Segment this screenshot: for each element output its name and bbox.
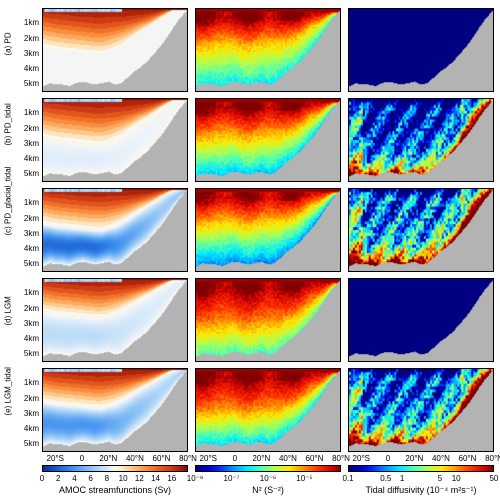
- ytick: 5km: [0, 259, 39, 268]
- xtick: 20°N: [99, 454, 117, 463]
- ytick: 3km: [0, 139, 39, 148]
- cbar-tick: 10: [119, 474, 128, 483]
- panel-d-n2: [195, 278, 341, 362]
- xtick: 40°N: [432, 454, 450, 463]
- ytick: 1km: [0, 378, 39, 387]
- cbar-tick: 0.5: [380, 474, 391, 483]
- xtick: 20°N: [252, 454, 270, 463]
- ytick: 3km: [0, 409, 39, 418]
- panel-b-n2: [195, 98, 341, 182]
- xtick: 20°N: [405, 454, 423, 463]
- cbar-title-n2: N² (S⁻²): [252, 485, 284, 496]
- panel-b-diff: [348, 98, 494, 182]
- panel-a-amoc: [42, 8, 188, 92]
- cbar-tick: 1: [400, 474, 404, 483]
- panel-e-n2: [195, 368, 341, 452]
- cbar-tick: 10⁻⁵: [296, 474, 312, 483]
- cbar-tick: 0: [40, 474, 44, 483]
- panel-c-n2: [195, 188, 341, 272]
- panel-c-amoc: [42, 188, 188, 272]
- ytick: 2km: [0, 304, 39, 313]
- cbar-tick: 12: [135, 474, 144, 483]
- cbar-tick: 50: [489, 474, 498, 483]
- xtick: 40°N: [279, 454, 297, 463]
- panel-d-amoc: [42, 278, 188, 362]
- ytick: 1km: [0, 108, 39, 117]
- xtick: 0: [386, 454, 390, 463]
- ytick: 4km: [0, 424, 39, 433]
- cbar-tick: 10⁻⁷: [223, 474, 239, 483]
- panel-d-diff: [348, 278, 494, 362]
- xtick: 40°N: [126, 454, 144, 463]
- panel-a-diff: [348, 8, 494, 92]
- xtick: 80°N: [332, 454, 350, 463]
- xtick: 0: [80, 454, 84, 463]
- cbar-tick: 5: [438, 474, 442, 483]
- ytick: 1km: [0, 288, 39, 297]
- xtick: 20°S: [353, 454, 370, 463]
- figure-grid: (a) PD1km2km3km4km5km(b) PD_tidal1km2km3…: [0, 0, 500, 503]
- ytick: 3km: [0, 319, 39, 328]
- cbar-tick: 8: [105, 474, 109, 483]
- ytick: 1km: [0, 198, 39, 207]
- ytick: 4km: [0, 244, 39, 253]
- xtick: 0: [233, 454, 237, 463]
- ytick: 3km: [0, 229, 39, 238]
- panel-e-amoc: [42, 368, 188, 452]
- xtick: 60°N: [459, 454, 477, 463]
- ytick: 2km: [0, 34, 39, 43]
- xtick: 80°N: [179, 454, 197, 463]
- cbar-title-diff: Tidal diffusivity (10⁻⁴ m²s⁻¹): [366, 485, 477, 496]
- ytick: 5km: [0, 349, 39, 358]
- xtick: 20°S: [200, 454, 217, 463]
- xtick: 80°N: [485, 454, 500, 463]
- cbar-tick: 6: [88, 474, 92, 483]
- cbar-tick: 2: [56, 474, 60, 483]
- colorbar-diff: [348, 465, 494, 472]
- ytick: 5km: [0, 439, 39, 448]
- cbar-tick: 10: [452, 474, 461, 483]
- cbar-tick: 16: [167, 474, 176, 483]
- ytick: 2km: [0, 394, 39, 403]
- panel-a-n2: [195, 8, 341, 92]
- ytick: 4km: [0, 154, 39, 163]
- xtick: 20°S: [47, 454, 64, 463]
- cbar-tick: 10⁻⁶: [260, 474, 276, 483]
- ytick: 4km: [0, 334, 39, 343]
- colorbar-amoc: [42, 465, 188, 472]
- cbar-title-amoc: AMOC streamfunctions (Sv): [59, 485, 171, 495]
- cbar-tick: 10⁻⁸: [187, 474, 204, 483]
- xtick: 60°N: [153, 454, 171, 463]
- panel-c-diff: [348, 188, 494, 272]
- xtick: 60°N: [306, 454, 324, 463]
- cbar-tick: 4: [72, 474, 76, 483]
- ytick: 2km: [0, 124, 39, 133]
- cbar-tick: 14: [151, 474, 160, 483]
- panel-e-diff: [348, 368, 494, 452]
- colorbar-n2: [195, 465, 341, 472]
- ytick: 3km: [0, 49, 39, 58]
- ytick: 5km: [0, 79, 39, 88]
- cbar-tick: 0.1: [342, 474, 353, 483]
- panel-b-amoc: [42, 98, 188, 182]
- ytick: 2km: [0, 214, 39, 223]
- ytick: 1km: [0, 18, 39, 27]
- ytick: 4km: [0, 64, 39, 73]
